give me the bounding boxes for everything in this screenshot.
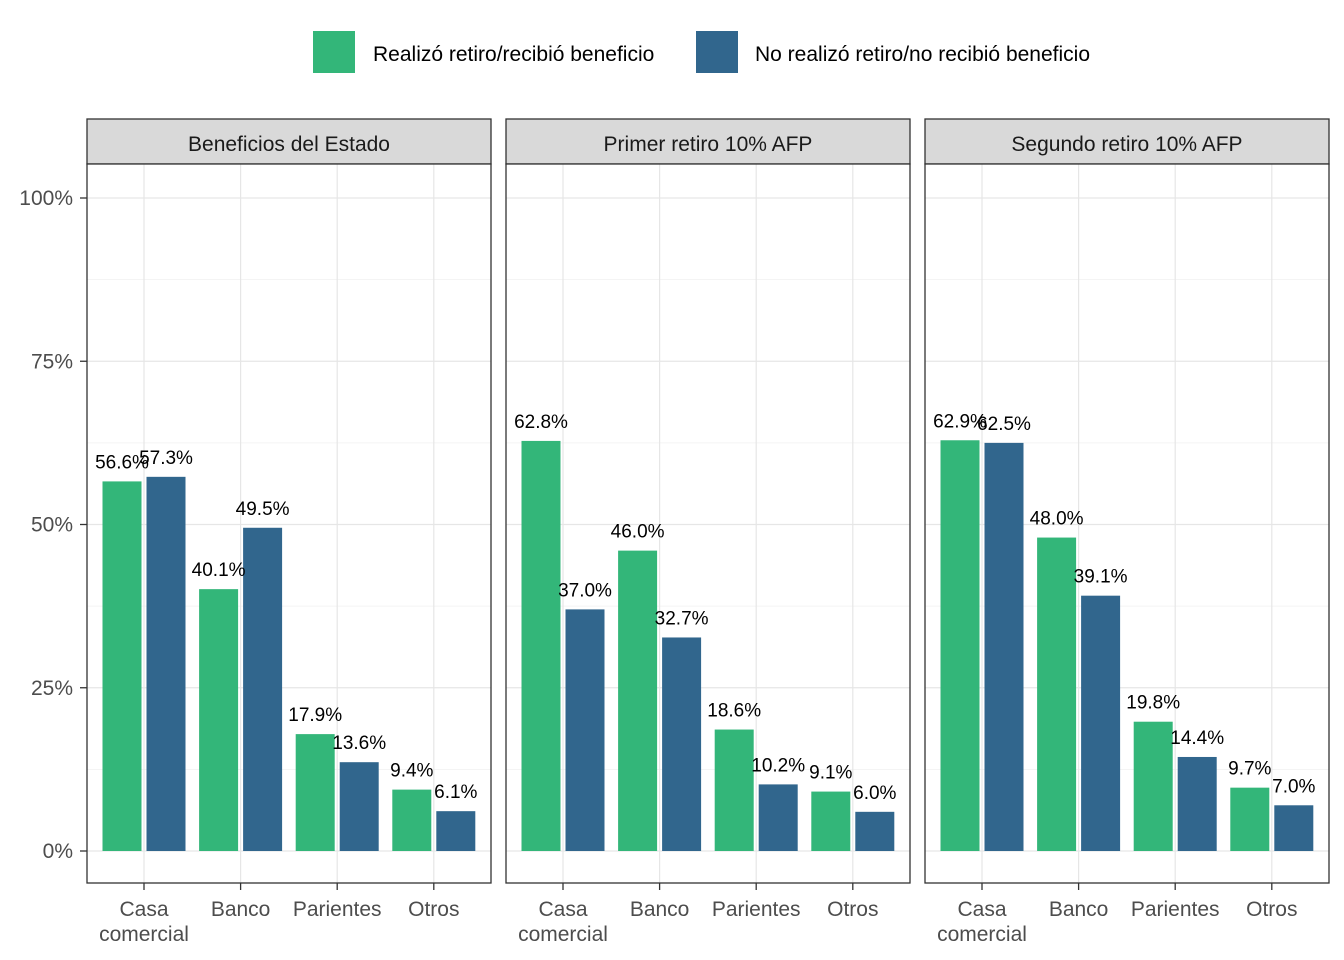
data-label: 56.6% bbox=[95, 452, 149, 473]
bar bbox=[392, 789, 432, 851]
legend-label: Realizó retiro/recibió beneficio bbox=[373, 43, 654, 66]
data-label: 46.0% bbox=[611, 522, 665, 543]
x-tick-label: Casa comercial bbox=[937, 898, 1027, 946]
y-tick-label: 25% bbox=[31, 677, 73, 700]
data-label: 7.0% bbox=[1272, 776, 1315, 797]
bar bbox=[339, 762, 379, 851]
facet-panel: Primer retiro 10% AFP 62.8% 46.0% 18.6% 9.1%… bbox=[505, 118, 911, 946]
data-label: 62.8% bbox=[514, 412, 568, 433]
bar bbox=[565, 609, 605, 851]
bar bbox=[243, 527, 283, 851]
x-tick-label: Parientes bbox=[712, 898, 801, 921]
data-label: 40.1% bbox=[192, 560, 246, 581]
data-label: 57.3% bbox=[139, 448, 193, 469]
bar bbox=[1230, 787, 1270, 851]
legend-key bbox=[696, 31, 738, 73]
data-label: 48.0% bbox=[1030, 509, 1084, 530]
bar bbox=[1081, 595, 1121, 851]
bar bbox=[1177, 756, 1217, 851]
bar bbox=[295, 734, 335, 851]
data-label: 37.0% bbox=[558, 580, 612, 601]
bar bbox=[984, 442, 1024, 851]
panel-border bbox=[86, 163, 492, 884]
y-axis: 0% 25% 50% 75% 100% bbox=[19, 187, 87, 863]
data-label: 9.1% bbox=[809, 763, 852, 784]
data-label: 39.1% bbox=[1074, 567, 1128, 588]
data-label: 10.2% bbox=[751, 755, 805, 776]
data-label: 9.4% bbox=[390, 761, 433, 782]
bar bbox=[102, 481, 142, 851]
bar bbox=[662, 637, 702, 851]
y-tick-label: 100% bbox=[19, 187, 73, 210]
bar bbox=[714, 729, 754, 851]
bar bbox=[758, 784, 798, 851]
x-tick-label: Casa comercial bbox=[518, 898, 608, 946]
facet-title: Beneficios del Estado bbox=[188, 133, 390, 156]
x-tick-label: Parientes bbox=[1131, 898, 1220, 921]
x-tick-label: Banco bbox=[630, 898, 690, 921]
bar bbox=[436, 811, 476, 851]
legend-key bbox=[313, 31, 355, 73]
y-tick-label: 75% bbox=[31, 350, 73, 373]
x-tick-label: Banco bbox=[211, 898, 271, 921]
bar bbox=[1037, 537, 1077, 851]
data-label: 49.5% bbox=[236, 499, 290, 520]
legend-item: Realizó retiro/recibió beneficio bbox=[313, 31, 654, 73]
panel-border bbox=[505, 163, 911, 884]
bar bbox=[199, 589, 239, 851]
data-label: 32.7% bbox=[655, 608, 709, 629]
x-tick-label: Otros bbox=[1246, 898, 1297, 921]
data-label: 13.6% bbox=[332, 733, 386, 754]
data-label: 62.9% bbox=[933, 411, 987, 432]
data-label: 17.9% bbox=[288, 705, 342, 726]
bar bbox=[146, 476, 186, 851]
data-label: 62.5% bbox=[977, 414, 1031, 435]
data-label: 6.1% bbox=[434, 782, 477, 803]
bar bbox=[618, 550, 658, 851]
bar bbox=[811, 791, 851, 851]
legend-item: No realizó retiro/no recibió beneficio bbox=[696, 31, 1090, 73]
x-tick-label: Otros bbox=[408, 898, 459, 921]
data-label: 9.7% bbox=[1228, 759, 1271, 780]
bar bbox=[940, 440, 980, 851]
legend: Realizó retiro/recibió beneficio No reali… bbox=[313, 31, 1090, 73]
bar bbox=[855, 811, 895, 851]
x-tick-label: Otros bbox=[827, 898, 878, 921]
facet-panel: Beneficios del Estado 56.6% 40.1% 17.9% 9.4%… bbox=[86, 118, 492, 946]
y-tick-label: 0% bbox=[43, 840, 73, 863]
bar bbox=[1133, 721, 1173, 851]
data-label: 14.4% bbox=[1170, 728, 1224, 749]
x-tick-label: Banco bbox=[1049, 898, 1109, 921]
data-label: 18.6% bbox=[707, 701, 761, 722]
facet-title: Primer retiro 10% AFP bbox=[604, 133, 813, 156]
bar bbox=[1274, 805, 1314, 851]
panel-border bbox=[924, 163, 1330, 884]
legend-label: No realizó retiro/no recibió beneficio bbox=[755, 43, 1090, 66]
facet-strip bbox=[86, 118, 492, 165]
facet-panel: Segundo retiro 10% AFP 62.9% 48.0% 19.8% 9.7… bbox=[924, 118, 1330, 946]
x-tick-label: Parientes bbox=[293, 898, 382, 921]
facet-strip bbox=[924, 118, 1330, 165]
data-label: 19.8% bbox=[1126, 693, 1180, 714]
y-tick-label: 50% bbox=[31, 514, 73, 537]
x-tick-label: Casa comercial bbox=[99, 898, 189, 946]
data-label: 6.0% bbox=[853, 783, 896, 804]
facet-title: Segundo retiro 10% AFP bbox=[1011, 133, 1242, 156]
bar bbox=[521, 440, 561, 851]
